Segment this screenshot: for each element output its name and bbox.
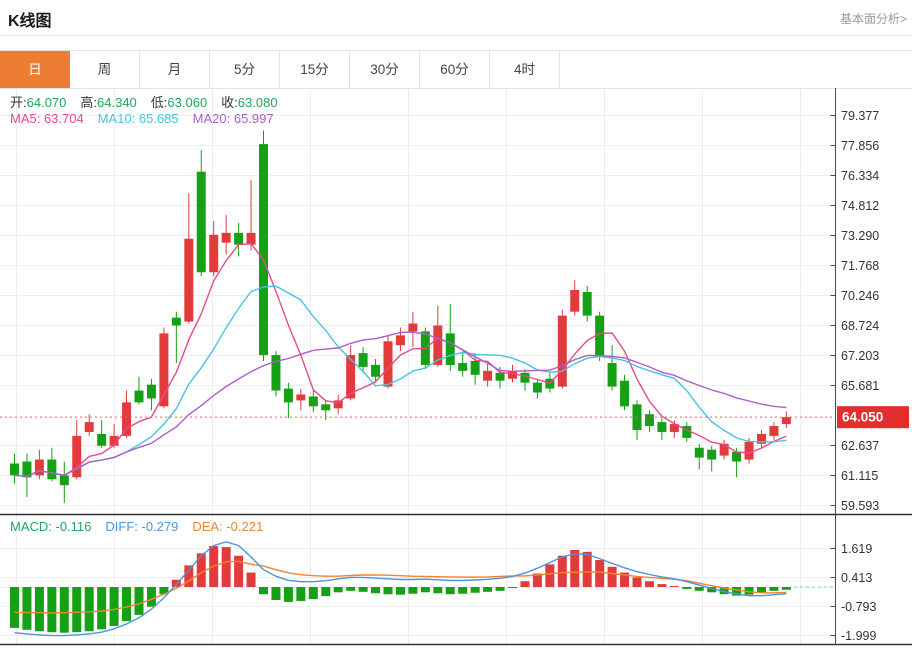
dea-line [14,560,787,614]
ma10-line [14,285,787,478]
ohlc-open: 开:64.070 [10,95,67,110]
macd-layer [10,546,791,633]
svg-text:73.290: 73.290 [841,229,879,243]
svg-text:67.203: 67.203 [841,349,879,363]
tab-周[interactable]: 周 [70,51,140,88]
title-divider [0,35,912,36]
kline-chart-canvas[interactable]: 79.377 77.856 76.334 74.812 73.290 71.768 70.2… [0,88,912,649]
ma-legend: MA5: 63.704 MA10: 65.685 MA20: 65.997 [10,111,288,126]
page-title: K线图 [8,13,52,30]
diff-legend-value: DIFF: -0.279 [105,519,179,534]
svg-text:65.681: 65.681 [841,379,879,393]
fundamental-analysis-link[interactable]: 基本面分析> [839,12,907,26]
svg-text:61.115: 61.115 [841,469,878,483]
svg-text:68.724: 68.724 [841,319,879,333]
svg-text:64.050: 64.050 [842,410,883,425]
tab-日[interactable]: 日 [0,51,70,88]
grid-layer [0,88,836,645]
svg-text:76.334: 76.334 [841,169,879,183]
ma10-legend-value: MA10: 65.685 [97,111,179,126]
tab-4时[interactable]: 4时 [490,51,560,88]
svg-text:62.637: 62.637 [841,439,879,453]
tab-60分[interactable]: 60分 [420,51,490,88]
tab-月[interactable]: 月 [140,51,210,88]
dea-legend-value: DEA: -0.221 [192,519,264,534]
diff-line [14,541,787,637]
ohlc-legend: 开:64.070 高:64.340 低:63.060 收:63.080 [10,92,292,111]
svg-text:-1.999: -1.999 [841,629,876,643]
tab-30分[interactable]: 30分 [350,51,420,88]
tab-15分[interactable]: 15分 [280,51,350,88]
ohlc-close: 收:63.080 [221,95,278,110]
last-price-badge: 64.050 [837,406,909,429]
svg-text:70.246: 70.246 [841,289,879,303]
svg-text:0.413: 0.413 [841,571,872,585]
ma20-line [14,331,787,478]
svg-text:-0.793: -0.793 [841,600,876,614]
ma5-legend-value: MA5: 63.704 [10,111,84,126]
svg-text:71.768: 71.768 [841,259,879,273]
ohlc-low: 低:63.060 [150,95,208,110]
candles-layer [10,130,791,503]
price-axis: 79.377 77.856 76.334 74.812 73.290 71.768 70.2… [830,109,879,643]
macd-legend: MACD: -0.116 DIFF: -0.279 DEA: -0.221 [10,519,277,534]
ma5-line [14,242,787,478]
svg-text:1.619: 1.619 [841,542,872,556]
svg-text:77.856: 77.856 [841,139,879,153]
ohlc-high: 高:64.340 [80,95,137,110]
ma20-legend-value: MA20: 65.997 [192,111,274,126]
period-tabbar: 日周月 5分 15分 30分 60分 4时 [0,50,912,89]
svg-text:59.593: 59.593 [841,499,879,513]
svg-text:74.812: 74.812 [841,199,879,213]
svg-text:79.377: 79.377 [841,109,879,123]
tab-5分[interactable]: 5分 [210,51,280,88]
macd-legend-value: MACD: -0.116 [10,519,92,534]
